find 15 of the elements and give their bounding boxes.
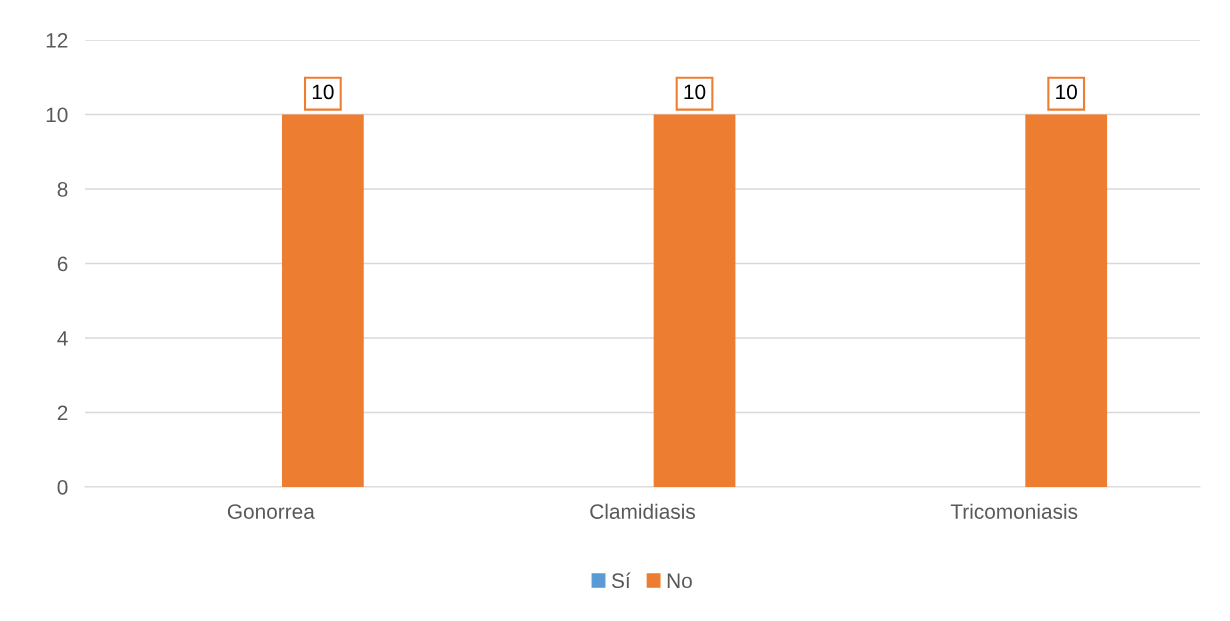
- y-tick-label: 12: [46, 33, 68, 48]
- data-label: 10: [1056, 84, 1077, 100]
- x-tick-label: Tricomoniasis: [950, 503, 1078, 519]
- legend-label: Sí: [611, 572, 631, 589]
- data-label: 10: [684, 84, 706, 100]
- y-tick-label: 8: [57, 182, 68, 197]
- x-tick-label: Clamidiasis: [590, 503, 695, 519]
- y-tick-label: 2: [57, 405, 68, 421]
- y-tick-label: 4: [57, 331, 68, 346]
- data-label: 10: [312, 84, 334, 100]
- y-tick-label: 0: [57, 480, 68, 495]
- y-tick-label: 10: [46, 107, 68, 123]
- x-tick-label: Gonorrea: [227, 504, 315, 519]
- legend-label: No: [667, 573, 692, 589]
- y-tick-label: 6: [57, 256, 68, 272]
